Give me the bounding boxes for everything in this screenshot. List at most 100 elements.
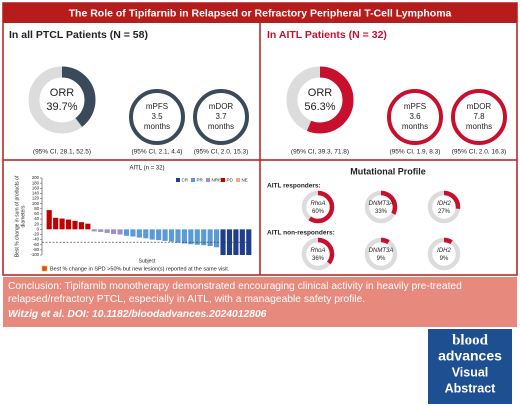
mpfs-value: 3.6 [409, 112, 421, 121]
bar [162, 229, 168, 241]
y-tick-label: -100 [30, 252, 39, 257]
logo-box [428, 329, 512, 404]
bar [188, 229, 194, 245]
mpfs-value: 3.5 [151, 112, 163, 121]
footnote-marker [41, 265, 48, 272]
legend-label: CR [182, 177, 189, 182]
y-axis-label: Best % change in sum of products of [14, 175, 20, 257]
ci: (95% CI, 2.1, 4.4) [132, 149, 183, 156]
mdor-unit: months [466, 122, 492, 131]
bar [168, 229, 175, 242]
bar [111, 229, 117, 234]
gene-name: DNMT3A [369, 248, 394, 254]
bar [65, 219, 72, 230]
y-tick-label: 120 [32, 196, 40, 201]
x-axis-label: Subject [139, 258, 156, 264]
y-tick-label: 100 [32, 201, 40, 206]
conclusion: Conclusion: Tipifarnib monotherapy demon… [3, 277, 517, 327]
mpfs-label: mPFS [146, 102, 168, 111]
bar [136, 229, 142, 238]
citation: Witzig et al. DOI: 10.1182/bloodadvances… [8, 309, 267, 320]
legend-swatch [236, 178, 240, 182]
mdor-label: mDOR [467, 102, 492, 111]
mpfs-label: mPFS [404, 102, 426, 111]
ci: (95% CI, 2.0, 15.3) [194, 149, 249, 156]
y-tick-label: 140 [32, 191, 40, 196]
bar [207, 229, 213, 247]
conclusion-text: Conclusion: Tipifarnib monotherapy demon… [8, 281, 462, 305]
bar [117, 229, 123, 235]
ring [451, 89, 507, 145]
y-tick-label: 20 [34, 221, 39, 226]
donut-arc [364, 237, 398, 271]
logo-line: advances [438, 348, 502, 364]
mpfs-unit: months [402, 122, 428, 131]
group-label: AITL non-responders: [267, 230, 335, 237]
y-tick-label: -20 [33, 232, 40, 237]
gene-value: 33% [375, 209, 388, 215]
mdor-unit: months [208, 122, 234, 131]
bar [149, 229, 155, 240]
legend-label: PR [197, 177, 204, 182]
orr-value: 39.7% [46, 101, 77, 113]
y-tick-label: 60 [34, 211, 39, 216]
bar [104, 229, 110, 233]
mpfs-unit: months [144, 122, 170, 131]
bar [91, 229, 97, 232]
legend-swatch [191, 178, 195, 182]
legend-swatch [221, 178, 225, 182]
bar [130, 229, 136, 237]
y-tick-label: 80 [34, 206, 39, 211]
donut-arc [364, 190, 398, 224]
donut-arc [28, 66, 96, 134]
gene-value: 9% [377, 256, 386, 262]
mdor-value: 7.8 [473, 112, 485, 121]
gene-name: IDH2 [437, 248, 451, 254]
logo-line: Visual [452, 365, 489, 379]
y-tick-label: 40 [34, 216, 39, 221]
bar [78, 222, 84, 230]
bar [201, 229, 207, 246]
gene-name: IDH2 [437, 201, 451, 207]
gene-value: 27% [438, 209, 451, 215]
mutational-title: Mutational Profile [350, 166, 426, 176]
gene-value: 9% [440, 256, 449, 262]
gene-value: 60% [312, 209, 325, 215]
ring [193, 89, 249, 145]
ring [387, 89, 443, 145]
bar [175, 229, 181, 243]
ci: (95% CI, 39.3, 71.8) [291, 149, 349, 156]
ci: (95% CI, 28.1, 52.5) [33, 149, 91, 156]
y-tick-label: -40 [33, 237, 40, 242]
mdor-value: 3.7 [215, 112, 227, 121]
bar [46, 210, 52, 230]
bar [214, 229, 220, 248]
logo-line: Abstract [445, 381, 497, 395]
gene-name: DNMT3A [369, 201, 394, 207]
gene-name: RhoA [310, 248, 325, 254]
ring [129, 89, 185, 145]
bar [156, 229, 162, 241]
legend-swatch [206, 178, 210, 182]
panel-heading: In AITL Patients (N = 32) [267, 29, 387, 41]
gene-name: RhoA [310, 201, 325, 207]
donut-arc [286, 66, 354, 134]
y-tick-label: 0 [37, 226, 40, 231]
donut-arc [427, 190, 461, 224]
y-tick-label: 160 [32, 185, 40, 190]
logo-line: blood [452, 332, 489, 348]
y-tick-label: 180 [32, 180, 40, 185]
legend-label: NE [242, 177, 248, 182]
bar [181, 229, 187, 244]
title-bar [3, 3, 517, 23]
bar [220, 229, 226, 255]
gene-value: 36% [312, 256, 325, 262]
legend-swatch [176, 178, 180, 182]
y-tick-label: -60 [33, 242, 40, 247]
legend-label: PD [227, 177, 234, 182]
donut-arc [301, 190, 335, 224]
bar [72, 220, 78, 230]
donut-arc [427, 237, 461, 271]
